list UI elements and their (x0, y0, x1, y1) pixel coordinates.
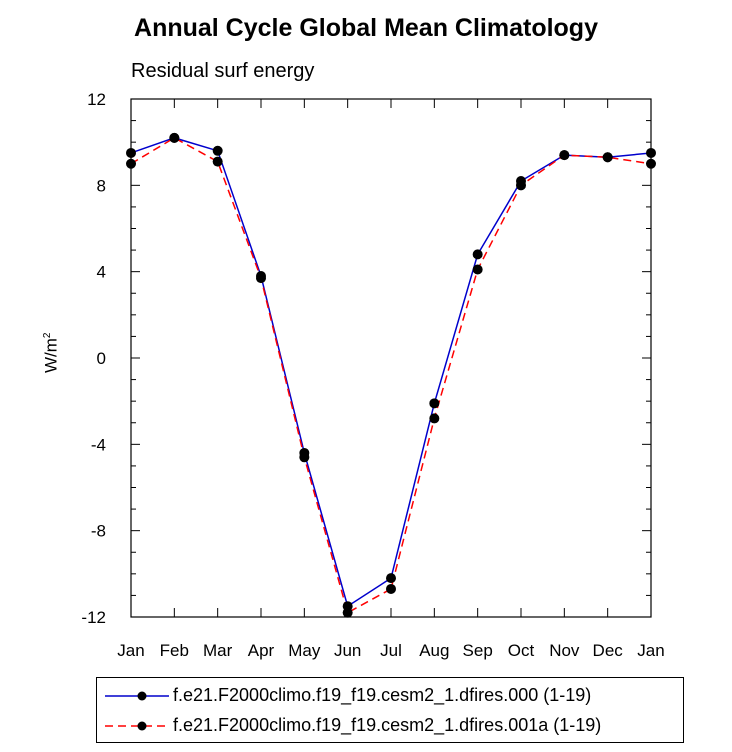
series-1-point (169, 132, 180, 143)
series-group (126, 132, 656, 618)
x-tick-label: Oct (508, 641, 535, 660)
chart-title: Annual Cycle Global Mean Climatology (134, 14, 598, 42)
series-1-point (472, 264, 483, 275)
plot-frame (130, 98, 652, 618)
series-1-point (429, 413, 440, 424)
series-0-point (386, 573, 396, 584)
x-tick-label: Apr (248, 641, 275, 660)
x-tick-label: Jun (334, 641, 361, 660)
x-tick-label: May (288, 641, 321, 660)
legend-line-1 (105, 721, 169, 731)
y-tick-label: -8 (91, 522, 106, 541)
series-0-point (646, 147, 656, 158)
y-tick-label: 4 (97, 263, 106, 282)
series-line-0 (130, 137, 652, 608)
series-1-point (516, 180, 526, 191)
legend: f.e21.F2000climo.f19_f19.cesm2_1.dfires.… (96, 677, 684, 743)
legend-entry-0: f.e21.F2000climo.f19_f19.cesm2_1.dfires.… (97, 682, 683, 710)
series-1-point (646, 158, 656, 169)
x-tick-label: Jan (117, 641, 144, 660)
series-1-point (386, 583, 396, 594)
series-1-point (256, 273, 266, 284)
series-0-point (429, 398, 440, 409)
x-tick-label: Nov (549, 641, 580, 660)
axes-group: Jan Feb Mar Apr May Jun Jul Aug Sep Oct Nov Dec Jan-… (81, 90, 664, 660)
legend-label-0: f.e21.F2000climo.f19_f19.cesm2_1.dfires.… (173, 685, 592, 705)
chart-subtitle: Residual surf energy (131, 60, 315, 82)
legend-line-0 (105, 691, 169, 701)
x-tick-label: Jan (637, 641, 664, 660)
x-tick-label: Mar (203, 641, 233, 660)
series-1-point (559, 150, 570, 161)
series-1-point (126, 158, 136, 169)
y-tick-label: -12 (81, 608, 106, 627)
series-0-point (472, 249, 483, 260)
series-0-point (212, 145, 223, 156)
x-tick-label: Jul (380, 641, 402, 660)
chart-plot: Jan Feb Mar Apr May Jun Jul Aug Sep Oct Nov Dec Jan-… (81, 90, 664, 660)
legend-entry-1: f.e21.F2000climo.f19_f19.cesm2_1.dfires.… (97, 712, 683, 740)
y-tick-label: 0 (97, 349, 106, 368)
x-tick-label: Feb (160, 641, 189, 660)
series-1-point (212, 156, 223, 167)
series-1-point (299, 452, 310, 463)
legend-label-1: f.e21.F2000climo.f19_f19.cesm2_1.dfires.… (173, 715, 602, 735)
y-tick-label: 12 (87, 90, 106, 109)
series-0-point (126, 147, 136, 158)
x-tick-label: Sep (463, 641, 493, 660)
y-tick-label: 8 (97, 176, 106, 195)
series-1-point (342, 607, 353, 618)
y-tick-label: -4 (91, 435, 106, 454)
series-1-point (602, 152, 613, 163)
x-tick-label: Dec (593, 641, 624, 660)
x-tick-label: Aug (419, 641, 449, 660)
series-line-1 (130, 136, 652, 614)
